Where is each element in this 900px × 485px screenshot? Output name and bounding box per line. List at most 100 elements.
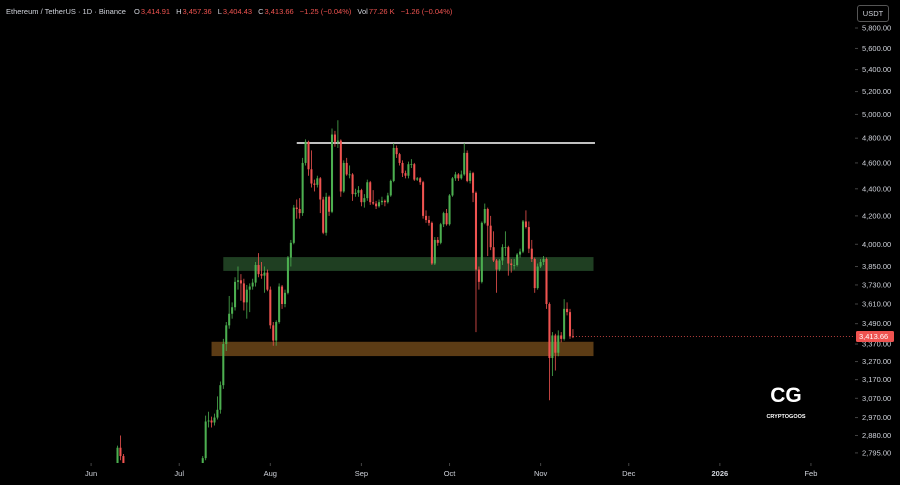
candle-body [345, 162, 348, 175]
zone [211, 341, 594, 357]
candle-body [398, 154, 401, 163]
header: Ethereum / TetherUS · 1D · Binance O3,41… [6, 7, 458, 16]
candle-body [416, 178, 419, 180]
candle-body [234, 281, 237, 308]
candle-body [339, 140, 342, 192]
candle-body [231, 307, 234, 314]
y-tick-label: 4,000.00 [862, 240, 891, 249]
y-tick-label: 4,400.00 [862, 184, 891, 193]
candle-body [454, 174, 457, 179]
candle-body [281, 286, 284, 304]
candle-body [307, 141, 310, 170]
candle-body [469, 173, 472, 181]
candle-body [242, 283, 245, 303]
ohlc-value: 3,404.43 [222, 7, 253, 16]
candle-body [216, 409, 219, 418]
candle-body [410, 164, 413, 165]
candle-body [483, 208, 486, 223]
candle-body [492, 247, 495, 261]
candle-body [407, 164, 410, 176]
candle-body [501, 247, 504, 261]
volume: 77.26 K [368, 7, 395, 16]
ohlc-key: L [217, 7, 222, 16]
y-tick-label: 4,200.00 [862, 211, 891, 220]
candle-body [333, 134, 336, 142]
candle-body [489, 225, 492, 248]
candle-body [248, 286, 251, 290]
candle-body [498, 260, 501, 270]
x-tick-label: Nov [534, 469, 548, 478]
candle-body [251, 282, 254, 287]
y-tick-label: 3,730.00 [862, 280, 891, 289]
ohlc-value: 3,414.91 [140, 7, 171, 16]
candle-body [571, 336, 574, 338]
x-tick-label: 2026 [712, 469, 729, 478]
candle-body [336, 140, 339, 142]
candle-body [554, 335, 557, 353]
candle-body [463, 152, 466, 175]
candle-body [533, 259, 536, 289]
currency-button[interactable]: USDT [857, 5, 889, 22]
candle-body [298, 208, 301, 214]
last-price-label: 3,413.66 [859, 332, 888, 341]
y-tick-label: 5,000.00 [862, 110, 891, 119]
candle-body [451, 178, 454, 196]
candle-body [545, 259, 548, 304]
candle-body [369, 182, 372, 203]
candle-body [433, 239, 436, 264]
ohlc-key: H [176, 7, 182, 16]
ohlc-key: O [134, 7, 140, 16]
candle-body [225, 325, 228, 345]
candle-body [460, 174, 463, 179]
candle-body [263, 272, 266, 276]
candle-body [430, 222, 433, 264]
y-tick-label: 5,800.00 [862, 24, 891, 33]
candle-body [354, 192, 357, 195]
candle-body [295, 207, 298, 209]
candle-body [521, 221, 525, 252]
x-tick-label: Sep [355, 469, 368, 478]
y-tick-label: 3,490.00 [862, 319, 891, 328]
candle-body [207, 420, 210, 422]
candle-body [395, 147, 398, 155]
candle-body [560, 335, 563, 339]
y-tick-label: 5,200.00 [862, 87, 891, 96]
watermark-name: CRYPTOGOOS [766, 414, 805, 420]
x-tick-label: Feb [804, 469, 817, 478]
candle-body [360, 190, 363, 203]
candle-body [527, 227, 530, 249]
candle-body [422, 182, 425, 216]
candle-body [222, 344, 225, 386]
y-tick-label: 3,850.00 [862, 262, 891, 271]
candle-body [260, 274, 263, 276]
candle-body [486, 208, 489, 226]
candle-body [210, 420, 213, 423]
candle-body [272, 325, 275, 341]
candle-body [510, 263, 513, 266]
candle-body [236, 280, 240, 282]
candle-body [436, 239, 439, 243]
y-tick-label: 5,400.00 [862, 65, 891, 74]
candle-body [363, 198, 366, 203]
candle-body [548, 303, 551, 359]
y-tick-label: 4,600.00 [862, 158, 891, 167]
candle-body [313, 183, 316, 185]
candle-body [477, 269, 480, 282]
candle-body [257, 265, 260, 275]
candle-body [392, 147, 395, 181]
y-tick-label: 2,880.00 [862, 431, 891, 440]
candle-body [372, 202, 375, 204]
candle-body [330, 134, 334, 212]
candle-body [386, 195, 389, 203]
candle-body [116, 447, 119, 463]
y-tick-label: 3,170.00 [862, 375, 891, 384]
candle-body [557, 335, 560, 353]
x-tick-label: Oct [444, 469, 457, 478]
candle-body [219, 385, 222, 410]
candle-body [530, 248, 533, 260]
volume-change: −1.26 (−0.04%) [400, 7, 453, 16]
y-tick-label: 5,600.00 [862, 44, 891, 53]
candle-body [404, 173, 407, 176]
candle-body [448, 195, 451, 225]
